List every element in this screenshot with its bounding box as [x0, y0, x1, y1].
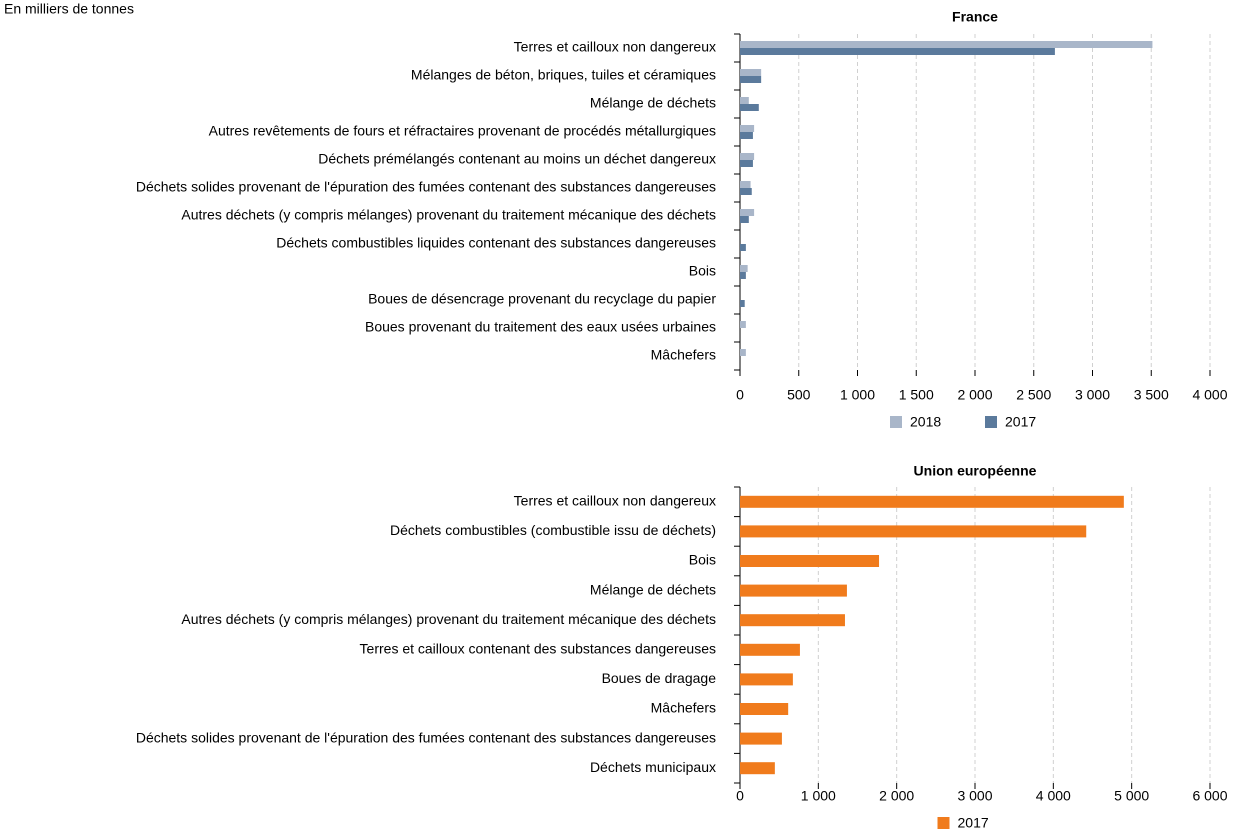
legend-swatch [890, 416, 902, 428]
y-tick-label: Boues de dragage [602, 670, 717, 686]
bar [740, 643, 800, 656]
y-tick-label: Terres et cailloux contenant des substan… [360, 641, 716, 657]
x-tick-label: 1 000 [801, 788, 836, 804]
bar [740, 300, 745, 307]
bar [740, 76, 762, 83]
y-tick-label: Mélange de déchets [590, 581, 716, 597]
bar [740, 244, 746, 251]
y-tick-label: Mélanges de béton, briques, tuiles et cé… [411, 67, 716, 83]
bar [740, 614, 845, 627]
chart-title: France [952, 9, 998, 25]
bar [740, 160, 753, 167]
legend-swatch [937, 817, 950, 829]
bar [740, 209, 755, 216]
legend-label: 2017 [958, 815, 989, 831]
bar [740, 321, 746, 328]
bar [740, 216, 749, 223]
y-tick-label: Boues provenant du traitement des eaux u… [365, 319, 716, 335]
y-tick-label: Boues de désencrage provenant du recycla… [368, 291, 716, 307]
x-tick-label: 2 000 [957, 387, 992, 403]
y-tick-label: Déchets municipaux [590, 759, 716, 775]
bar [740, 132, 753, 139]
legend-label: 2018 [910, 414, 941, 430]
bar [740, 153, 755, 160]
bar [740, 584, 847, 597]
x-tick-label: 2 000 [879, 788, 914, 804]
bar [740, 265, 748, 272]
y-tick-label: Autres déchets (y compris mélanges) prov… [181, 207, 716, 223]
y-tick-label: Déchets solides provenant de l'épuration… [136, 179, 716, 195]
y-tick-label: Terres et cailloux non dangereux [514, 493, 716, 509]
y-tick-label: Bois [689, 263, 716, 279]
x-tick-label: 0 [736, 788, 744, 804]
x-tick-label: 500 [787, 387, 811, 403]
y-tick-label: Autres revêtements de fours et réfractai… [209, 123, 716, 139]
legend-swatch [985, 416, 997, 428]
x-tick-label: 5 000 [1114, 788, 1149, 804]
bar [740, 525, 1087, 538]
x-tick-label: 0 [736, 387, 744, 403]
x-tick-label: 4 000 [1192, 387, 1227, 403]
y-tick-label: Mâchefers [651, 700, 716, 716]
bar [740, 272, 746, 279]
bar [740, 555, 880, 567]
y-tick-label: Déchets solides provenant de l'épuration… [136, 729, 716, 745]
bar [740, 732, 782, 745]
bar [740, 97, 749, 104]
x-tick-label: 4 000 [1036, 788, 1071, 804]
y-tick-label: Bois [689, 552, 716, 568]
bar [740, 703, 789, 715]
bar [740, 188, 752, 195]
bar [740, 762, 775, 775]
y-tick-label: Déchets prémélangés contenant au moins u… [318, 151, 716, 167]
bar [740, 349, 746, 356]
x-tick-label: 3 500 [1134, 387, 1169, 403]
y-tick-label: Mâchefers [651, 347, 716, 363]
unit-note: En milliers de tonnes [4, 1, 134, 17]
bar [740, 673, 793, 686]
x-tick-label: 6 000 [1192, 788, 1227, 804]
bar [740, 41, 1153, 48]
bar [740, 125, 755, 132]
y-tick-label: Autres déchets (y compris mélanges) prov… [181, 611, 716, 627]
bar [740, 181, 751, 188]
x-tick-label: 1 500 [899, 387, 934, 403]
bar [740, 104, 759, 111]
x-tick-label: 2 500 [1016, 387, 1051, 403]
chart-title: Union européenne [914, 463, 1037, 479]
y-tick-label: Terres et cailloux non dangereux [514, 39, 716, 55]
bar [740, 48, 1055, 55]
legend-label: 2017 [1005, 414, 1036, 430]
bar [740, 69, 762, 76]
y-tick-label: Déchets combustibles (combustible issu d… [390, 522, 716, 538]
y-tick-label: Déchets combustibles liquides contenant … [276, 235, 716, 251]
x-tick-label: 3 000 [957, 788, 992, 804]
y-tick-label: Mélange de déchets [590, 95, 716, 111]
bar [740, 495, 1124, 508]
x-tick-label: 3 000 [1075, 387, 1110, 403]
x-tick-label: 1 000 [840, 387, 875, 403]
